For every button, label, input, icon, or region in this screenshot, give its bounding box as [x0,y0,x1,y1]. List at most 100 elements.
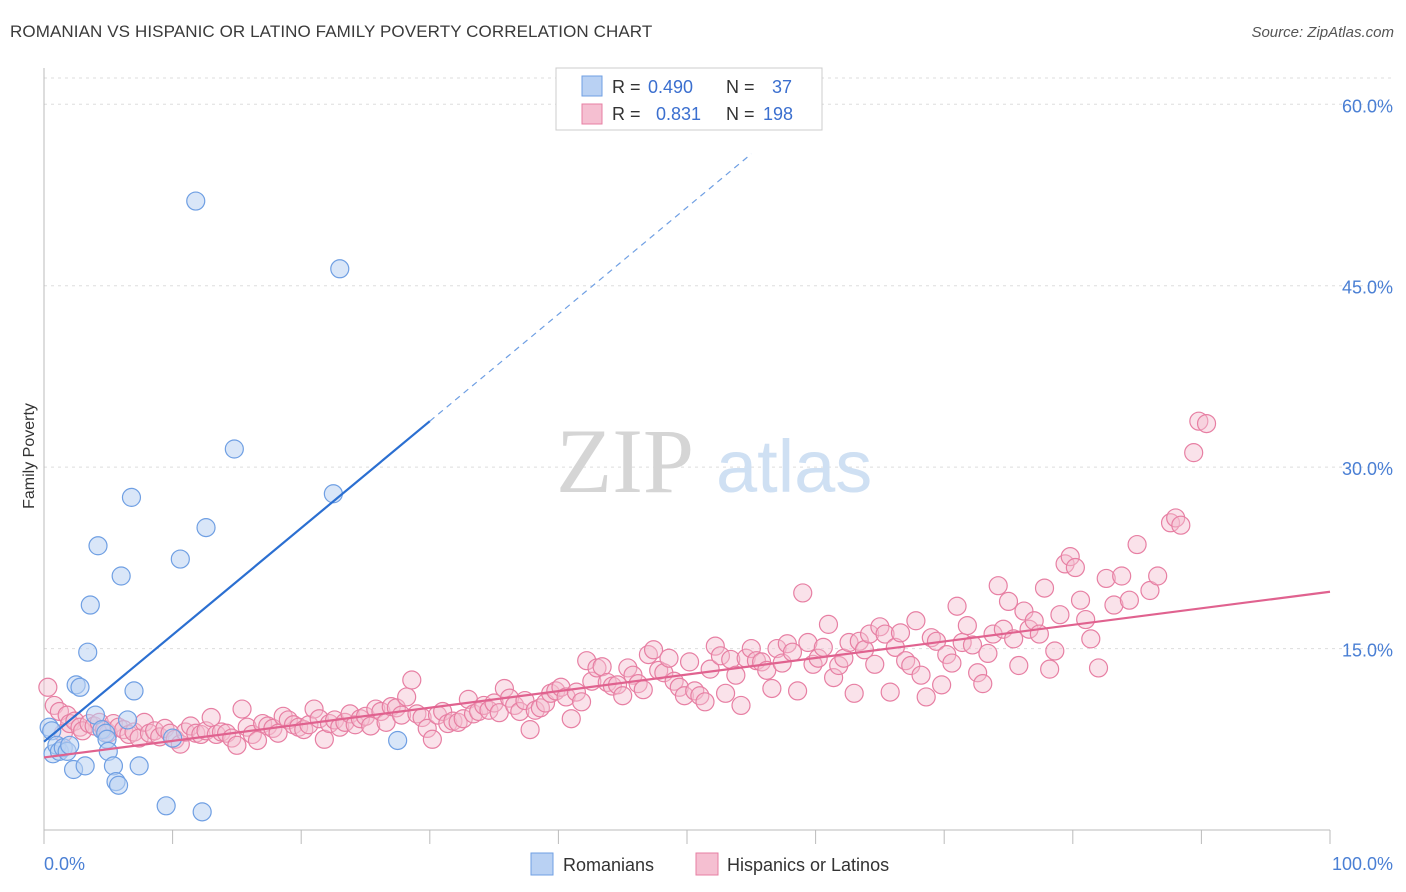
hispanic-point [875,624,895,644]
hispanic-point [371,701,391,722]
hispanic-point [1065,557,1085,578]
hispanic-point [438,713,458,734]
series-swatch-hispanics [695,852,719,876]
hispanic-point [782,642,803,662]
hispanic-point [525,700,545,720]
hispanic-point [674,686,695,706]
hispanic-point [417,718,437,739]
hispanic-point [1112,566,1132,586]
hispanic-points [38,411,1217,755]
hispanic-point [700,659,720,679]
hispanic-point [191,724,211,745]
hispanic-point [715,683,736,703]
romanian-point [224,439,244,459]
hispanic-point [1171,515,1191,535]
hispanic-point [489,703,509,723]
romanian-point [129,756,149,776]
series-legend: Romanians Hispanics or Latinos [530,852,889,876]
hispanic-point [957,615,977,636]
romanian-point [196,518,216,538]
legend-r-label-1: R = [612,77,641,97]
hispanic-point [65,711,85,731]
romanian-point [121,487,142,507]
legend-r-label-2: R = [612,104,641,124]
correlation-legend: R = 0.490 N = 37 R = 0.831 N = 198 [555,67,823,131]
romanian-point [88,536,108,556]
legend-swatch-romanians [581,75,603,97]
hispanic-point [911,665,931,685]
y-tick-label: 45.0% [1342,278,1393,298]
hispanic-point [705,636,725,656]
legend-swatch-hispanics [581,103,603,125]
hispanic-point [1060,547,1080,567]
hispanic-point [1009,655,1029,676]
y-tick-label: 30.0% [1342,459,1393,479]
hispanic-point [402,670,422,690]
chart-title: ROMANIAN VS HISPANIC OR LATINO FAMILY PO… [10,22,653,41]
hispanic-point [571,692,592,712]
hispanic-point [520,720,540,740]
watermark-atlas: atlas [716,425,872,508]
hispanic-point [1119,590,1139,610]
romanian-point [117,710,138,730]
hispanic-point [643,640,664,660]
hispanic-point [1196,414,1217,434]
hispanic-point [690,686,710,706]
hispanic-point [633,680,653,700]
hispanic-point [679,652,700,672]
romanian-trend-extension [429,153,752,422]
hispanic-point [556,687,576,707]
hispanic-point [561,709,581,729]
hispanic-point [824,667,844,688]
hispanic-point [1045,641,1065,661]
hispanic-point [1127,534,1147,555]
romanian-point [156,796,176,816]
hispanic-point [1081,629,1101,649]
hispanic-point [1148,566,1168,586]
hispanic-point [232,699,252,719]
hispanic-point [798,632,818,653]
romanian-point [108,775,129,795]
hispanic-point [1040,659,1060,679]
hispanic-point [397,687,417,707]
romanian-point [111,566,131,586]
hispanic-point [304,699,324,719]
legend-n-value-1: 37 [772,77,792,97]
hispanic-point [818,614,839,634]
trend-lines [43,153,1331,759]
hispanic-point [510,701,530,722]
hispanic-point [942,653,962,673]
romanian-point [75,756,95,776]
hispanic-point [628,674,648,694]
hispanic-point [906,611,926,631]
romanian-point [124,681,144,701]
hispanic-point [38,677,58,697]
hispanic-point [726,665,746,685]
romanian-point [70,677,90,697]
romanian-point [78,642,98,662]
hispanic-point [139,723,160,743]
hispanic-trend-line [43,590,1331,759]
hispanic-point [44,695,64,716]
romanian-point [388,730,408,751]
hispanic-point [839,632,859,653]
romanian-point [192,802,212,822]
hispanic-point [860,624,880,644]
hispanic-point [973,674,993,694]
hispanic-point [1104,595,1124,615]
x-tick-label-min: 0.0% [44,854,85,874]
series-swatch-romanians [530,852,554,876]
hispanic-point [72,721,93,741]
hispanic-point [1070,590,1091,610]
hispanic-point [659,648,679,668]
y-tick-labels: 15.0% 30.0% 45.0% 60.0% [1342,96,1393,660]
hispanic-point [962,635,983,655]
hispanic-point [932,675,952,695]
hispanic-point [865,654,885,674]
romanian-point [330,259,350,279]
hispanic-point [793,583,813,603]
hispanic-point [695,692,715,712]
y-tick-label: 15.0% [1342,641,1393,661]
legend-n-label-2: N = [726,104,755,124]
